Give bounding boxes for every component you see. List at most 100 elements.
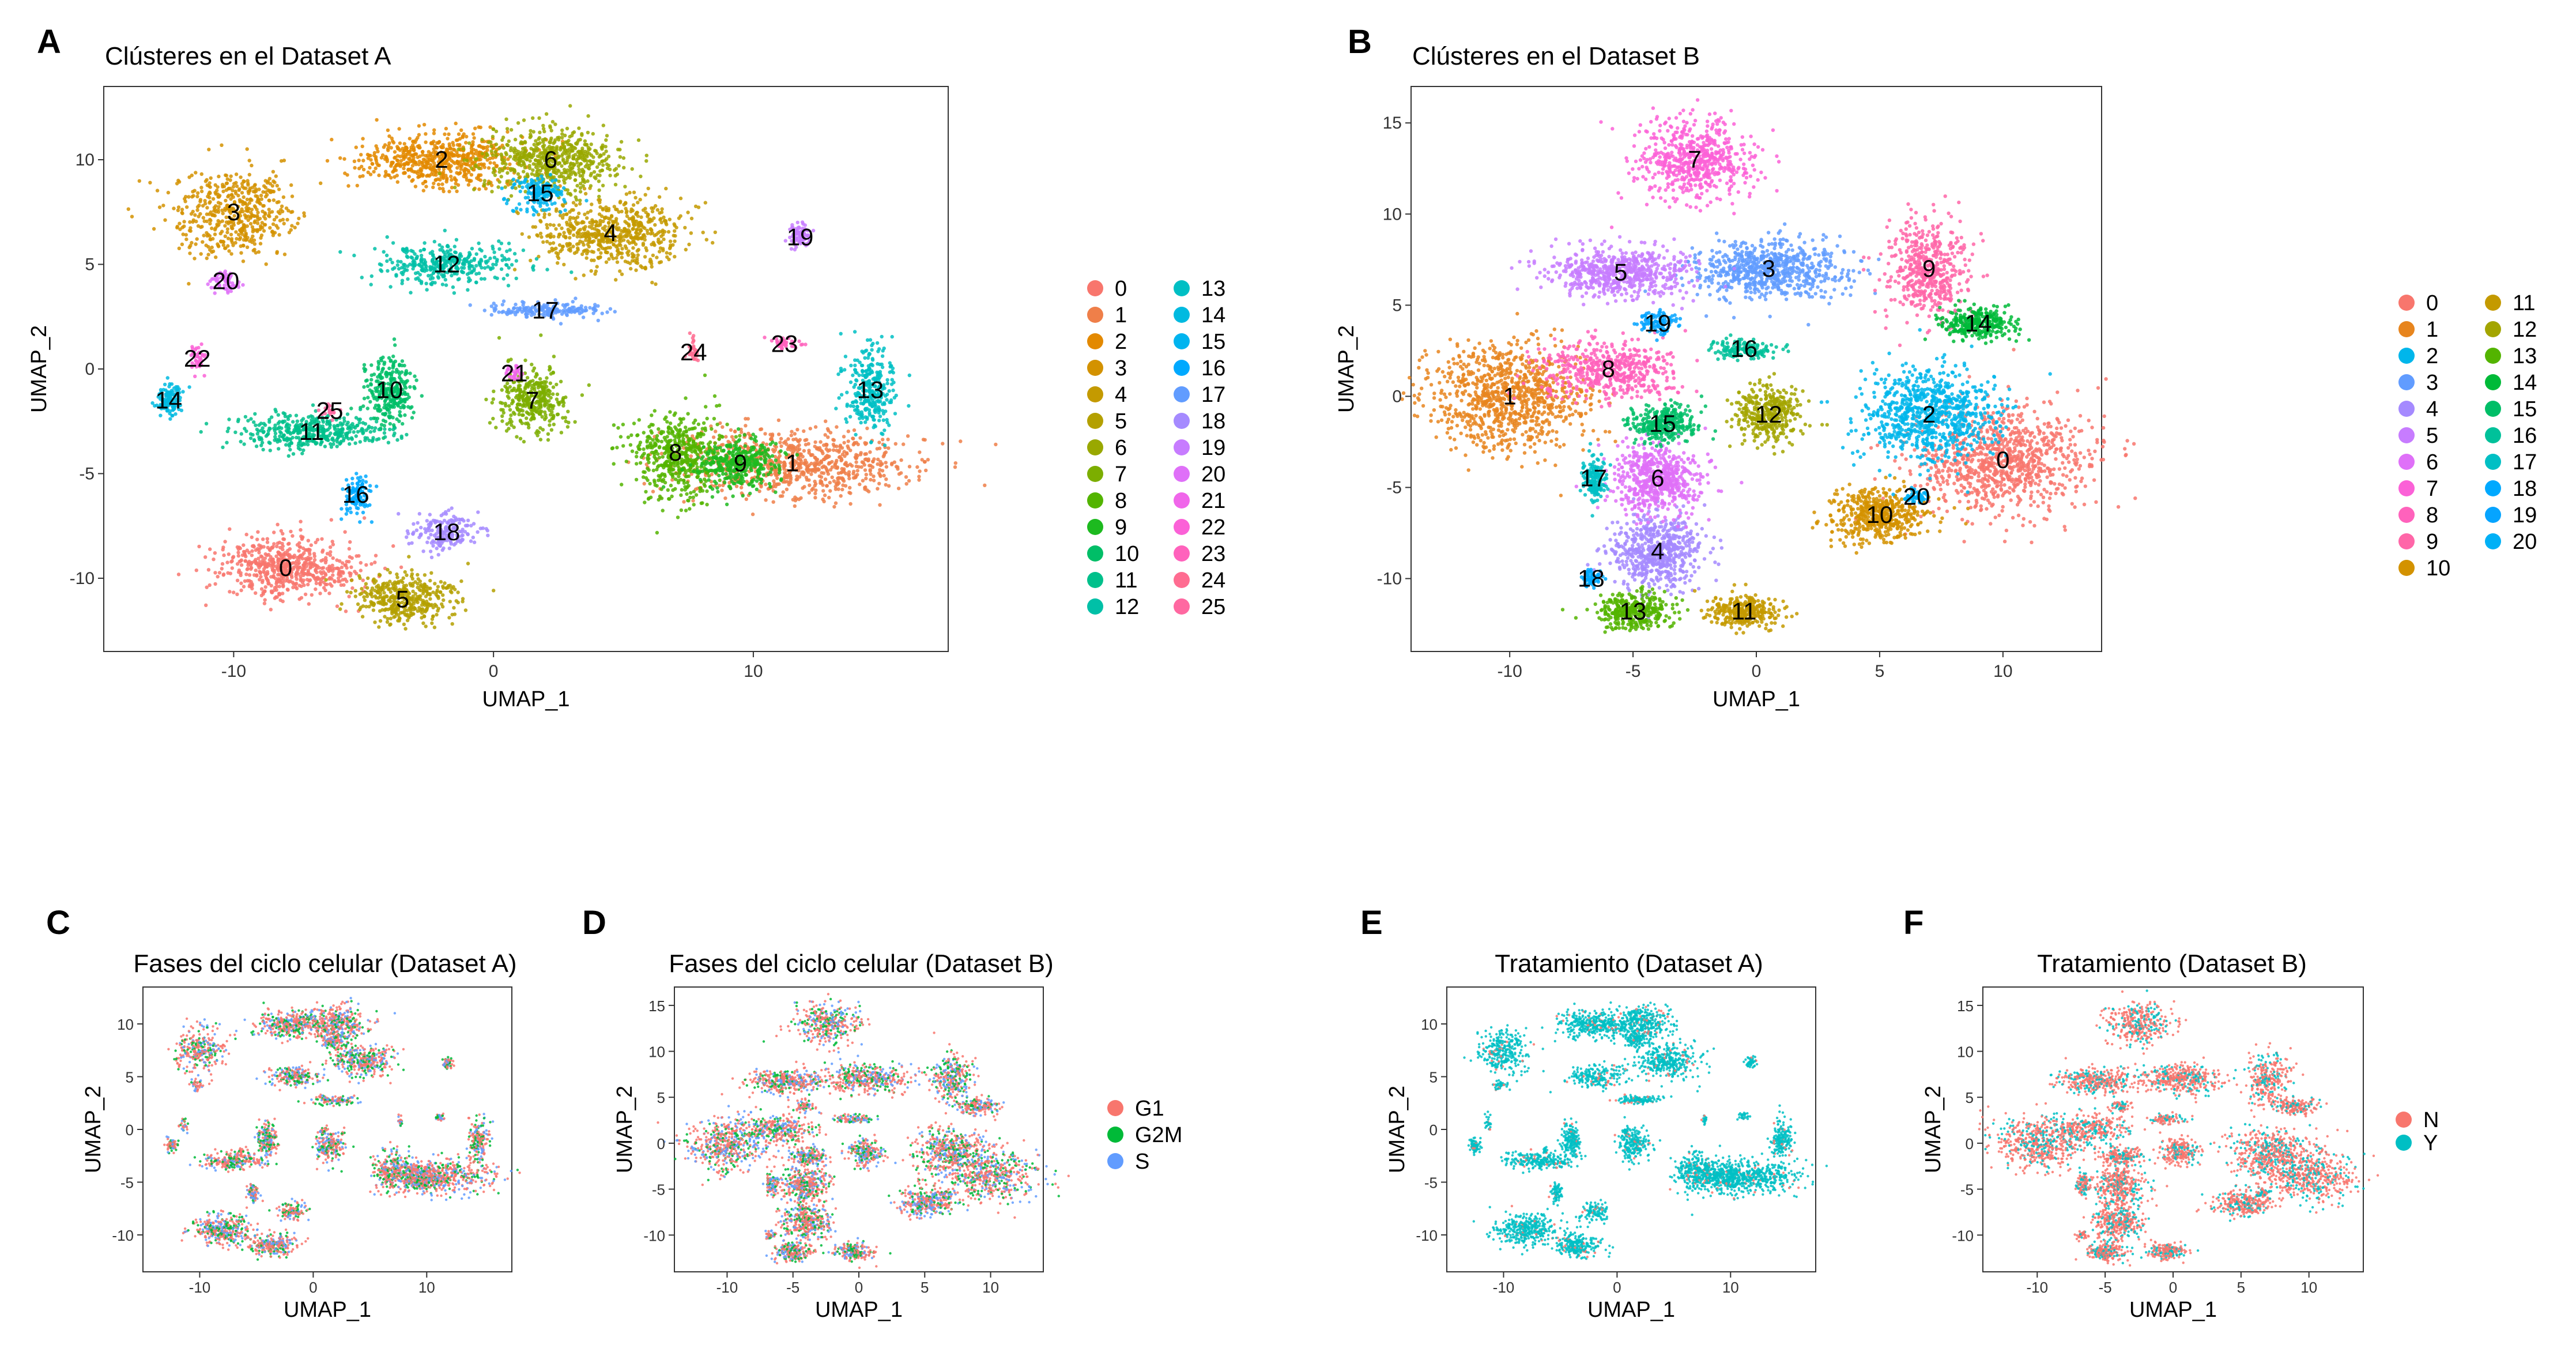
data-point — [361, 137, 364, 140]
data-point — [251, 225, 254, 229]
data-point — [689, 454, 693, 458]
data-point — [492, 167, 495, 170]
data-point — [538, 152, 542, 155]
data-point — [472, 188, 476, 191]
data-point — [402, 167, 405, 170]
data-point — [489, 140, 492, 144]
data-point — [271, 564, 275, 568]
data-point — [509, 413, 512, 417]
data-point — [255, 195, 259, 198]
data-point — [239, 582, 243, 585]
data-point — [514, 138, 517, 141]
data-point — [289, 530, 292, 533]
data-point — [574, 189, 577, 192]
data-point — [233, 241, 237, 244]
data-point — [256, 198, 259, 202]
data-point — [184, 233, 188, 236]
data-point — [589, 184, 593, 187]
data-point — [822, 443, 825, 447]
data-point — [524, 154, 527, 157]
data-point — [868, 450, 872, 454]
data-point — [239, 175, 242, 179]
data-point — [828, 481, 832, 484]
data-point — [674, 472, 678, 475]
data-point — [577, 126, 580, 130]
data-point — [655, 531, 659, 534]
panel-letter-d: D — [582, 904, 606, 941]
data-point — [504, 151, 507, 155]
data-point — [540, 381, 544, 385]
data-point — [464, 141, 467, 144]
data-point — [276, 523, 279, 526]
data-point — [199, 252, 203, 255]
data-point — [578, 156, 582, 160]
data-point — [884, 483, 888, 487]
data-point — [448, 600, 452, 603]
data-point — [529, 129, 532, 133]
data-point — [267, 198, 271, 202]
data-point — [576, 140, 579, 144]
data-point — [182, 220, 186, 223]
data-point — [461, 600, 464, 603]
data-point — [413, 141, 417, 144]
data-point — [690, 427, 693, 431]
data-point — [556, 254, 559, 258]
data-point — [299, 520, 302, 523]
data-point — [500, 388, 504, 391]
data-point — [302, 551, 306, 555]
data-point — [456, 155, 459, 158]
data-point — [405, 574, 408, 577]
data-point — [578, 152, 582, 156]
data-point — [338, 607, 342, 611]
data-point — [720, 488, 723, 492]
data-point — [687, 484, 691, 487]
data-point — [281, 218, 285, 221]
data-point — [580, 253, 584, 256]
data-point — [453, 587, 457, 591]
data-point — [555, 208, 558, 211]
data-point — [859, 453, 862, 456]
data-point — [256, 530, 259, 534]
data-point — [899, 458, 903, 462]
data-point — [560, 248, 564, 251]
data-point — [360, 165, 363, 168]
data-point — [690, 217, 693, 220]
data-point — [152, 227, 156, 231]
data-point — [805, 478, 809, 481]
data-point — [677, 474, 680, 478]
data-point — [246, 246, 249, 249]
data-point — [618, 269, 621, 273]
data-point — [556, 261, 559, 265]
data-point — [635, 451, 638, 454]
data-point — [897, 487, 900, 490]
data-point — [516, 398, 520, 401]
data-point — [621, 423, 625, 426]
data-point — [858, 483, 861, 486]
data-point — [695, 453, 699, 456]
data-point — [235, 172, 238, 176]
data-point — [861, 479, 865, 483]
data-point — [326, 159, 329, 163]
data-point — [289, 183, 293, 187]
data-point — [828, 489, 832, 492]
data-point — [375, 118, 378, 122]
data-point — [248, 573, 251, 577]
data-point — [535, 434, 539, 437]
data-point — [713, 394, 716, 398]
data-point — [590, 202, 593, 206]
data-point — [684, 248, 688, 251]
data-point — [669, 245, 672, 248]
data-point — [450, 613, 454, 616]
data-point — [258, 578, 261, 581]
data-point — [636, 228, 639, 231]
data-point — [254, 560, 258, 564]
data-point — [371, 162, 374, 165]
data-point — [359, 561, 363, 564]
data-point — [288, 547, 292, 551]
data-point — [705, 238, 708, 242]
data-point — [414, 184, 417, 188]
data-point — [264, 195, 267, 198]
data-point — [242, 259, 245, 263]
data-point — [263, 223, 266, 227]
data-point — [657, 427, 660, 431]
